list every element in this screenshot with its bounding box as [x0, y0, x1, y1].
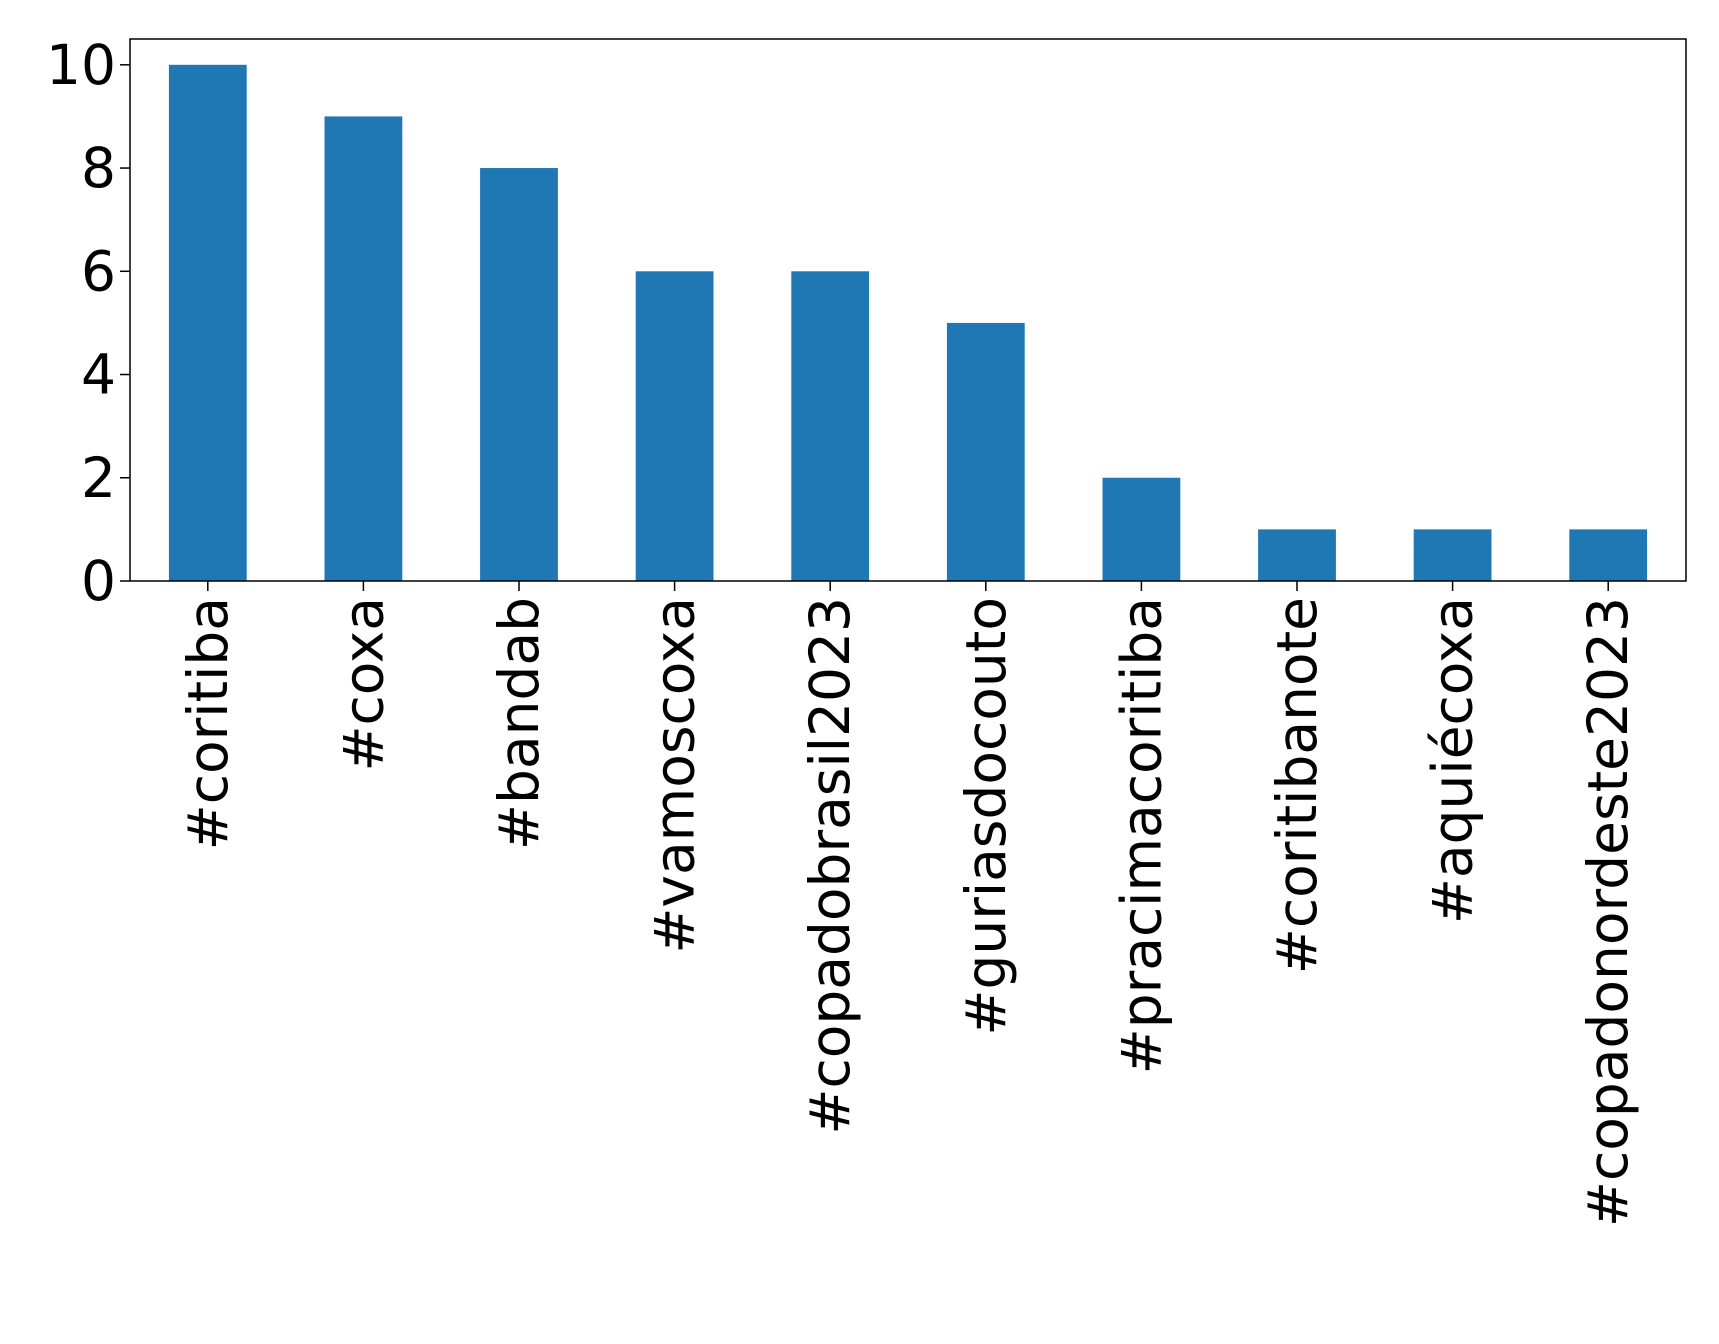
x-tick-label: #copadobrasil2023: [798, 597, 862, 1135]
bar-coritiba: [168, 64, 247, 582]
bar-pracimacoritiba: [1102, 477, 1181, 581]
x-axis: #coritiba #coxa #bandab #vamoscoxa #copadobr…: [176, 581, 1640, 1227]
bar-copadobrasil2023: [791, 271, 870, 581]
bar-aquiécoxa: [1413, 529, 1492, 581]
x-tick-label: #coxa: [331, 597, 395, 772]
bar-coritibanote: [1258, 529, 1336, 581]
x-tick-label: #coritiba: [176, 597, 240, 850]
x-tick-label: #aquiécoxa: [1421, 597, 1485, 924]
x-tick-label: #pracimacoritiba: [1109, 597, 1173, 1074]
x-tick-label: #guriasdocouto: [954, 597, 1018, 1036]
y-axis: 0 2 4 6 8 10: [46, 33, 130, 613]
x-tick-label: #copadonordeste2023: [1576, 597, 1640, 1227]
y-tick-label: 6: [81, 239, 116, 303]
x-tick-label: #vamoscoxa: [643, 597, 707, 954]
bar-coxa: [324, 116, 403, 581]
y-tick-label: 0: [81, 549, 116, 613]
bar-bandab: [480, 168, 558, 582]
y-tick-label: 10: [46, 33, 116, 97]
bar-vamoscoxa: [635, 271, 714, 581]
x-tick-label: #coritibanote: [1265, 597, 1329, 974]
bar-guriasdocouto: [946, 322, 1025, 581]
bar-copadonordeste2023: [1569, 529, 1648, 581]
y-tick-label: 2: [81, 446, 116, 510]
y-tick-label: 8: [81, 136, 116, 200]
bars-group: [168, 64, 1648, 582]
y-tick-label: 4: [81, 343, 116, 407]
plot-frame: [129, 38, 1687, 582]
x-tick-label: #bandab: [487, 597, 551, 850]
